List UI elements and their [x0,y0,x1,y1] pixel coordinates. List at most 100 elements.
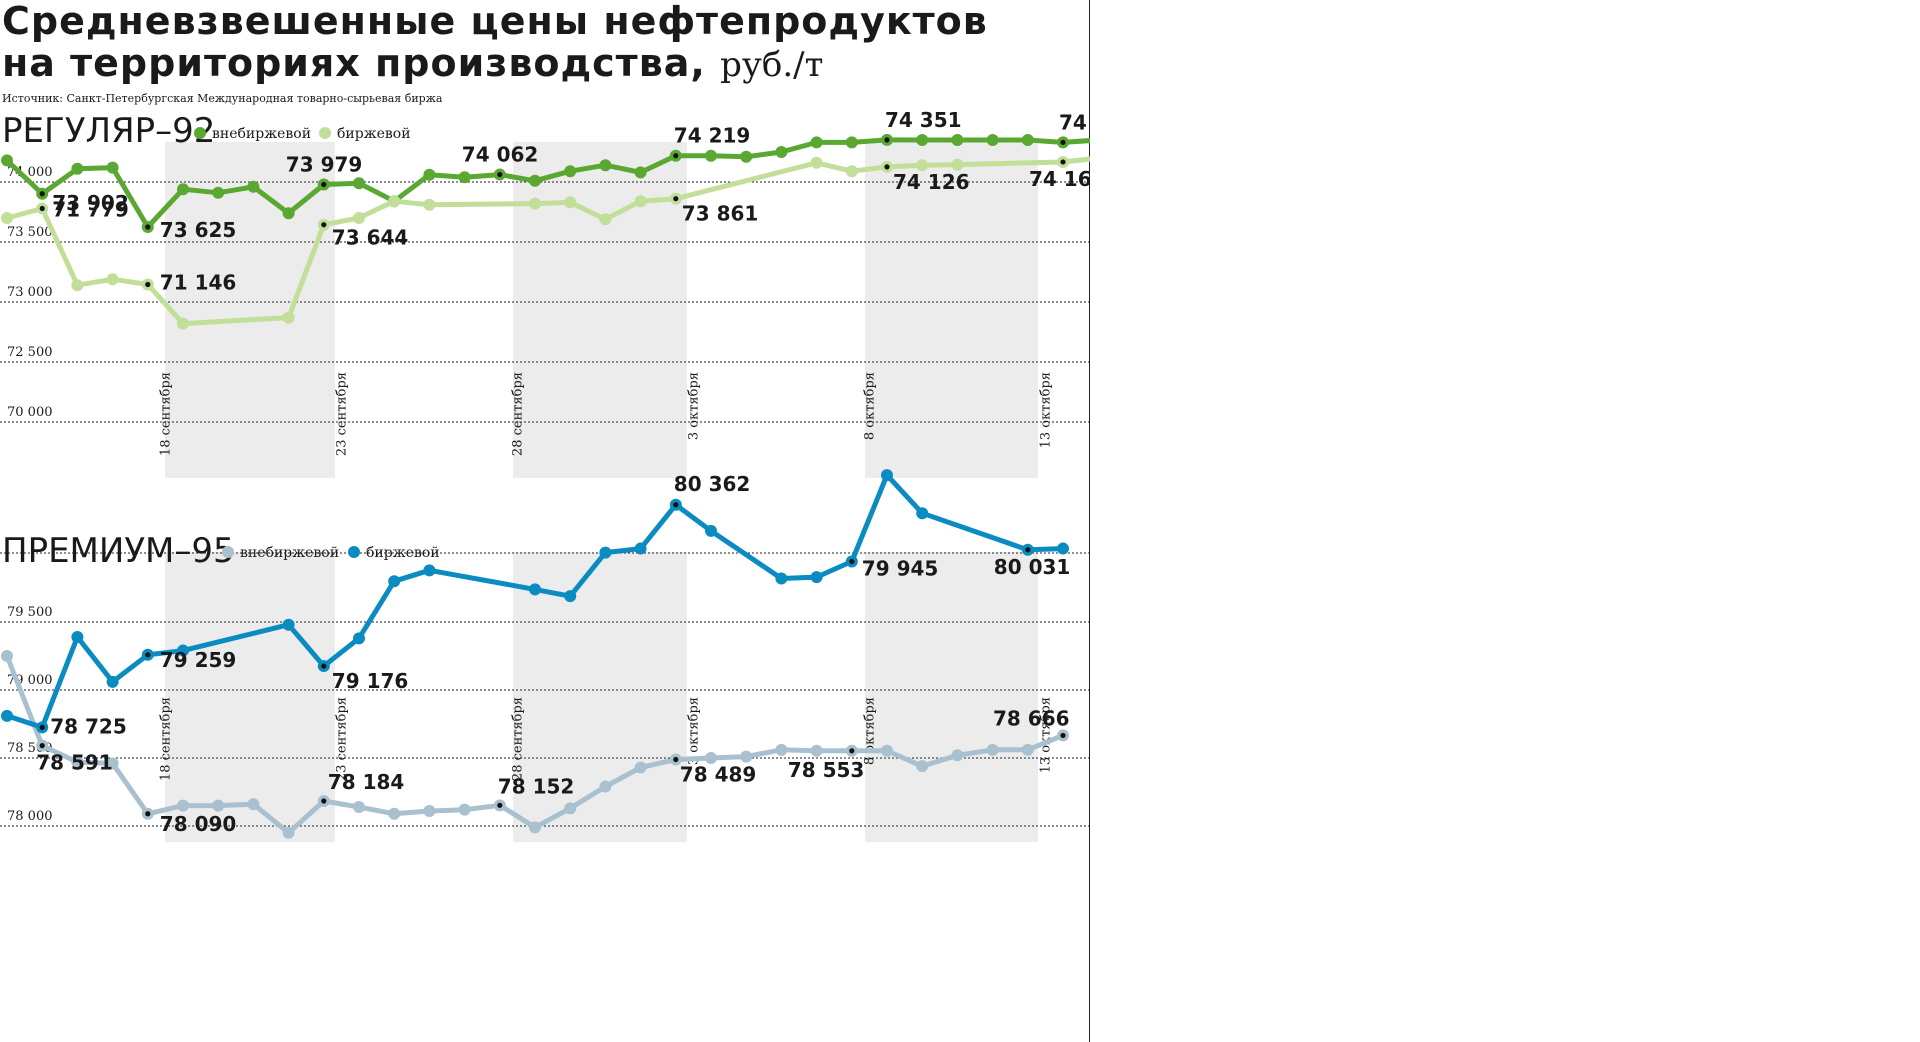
date-band-2 [513,142,687,478]
data-point [881,469,893,482]
data-point [106,675,119,688]
date-band-2 [513,552,687,842]
data-point [353,800,365,813]
chart-title: Средневзвешенные цены нефтепродуктов на … [2,0,988,86]
label-marker [321,181,327,188]
data-label: 80 362 [674,472,751,496]
y-tick-label: 78 000 [7,809,53,824]
data-point [1,212,13,224]
data-label: 71 146 [160,270,237,294]
data-point [388,195,401,208]
data-label: 79 945 [862,556,939,580]
legend-label: биржевой [337,126,411,142]
data-point [705,752,717,764]
data-point [106,757,119,770]
data-point [282,311,295,324]
legend-marker [348,546,360,558]
data-label: 80 031 [994,555,1071,579]
data-point [810,136,823,149]
data-point [986,743,999,756]
data-point [775,146,788,158]
label-marker [1060,139,1066,145]
data-point [564,590,577,603]
label-marker [497,802,503,808]
label-marker [673,756,679,763]
label-marker [849,748,855,754]
data-point [1057,542,1069,555]
data-point [775,572,788,585]
data-label: 78 184 [328,770,405,794]
data-point [423,168,436,181]
data-point [599,546,612,559]
data-point [71,162,84,175]
y-tick-label: 70 000 [7,405,53,420]
label-marker [884,137,890,143]
data-point [740,150,753,163]
label-marker [497,171,503,178]
data-point [1,650,13,662]
y-tick-label: 72 500 [7,345,53,360]
data-label: 74 167 [1029,167,1090,191]
data-point [810,571,823,584]
data-label: 73 902 [52,191,129,215]
label-marker [39,724,45,731]
label-marker [145,811,151,817]
x-tick-label: 8 октября [862,372,877,440]
data-label: 79 259 [160,648,237,672]
data-label: 74 062 [462,143,539,167]
data-label: 78 090 [160,812,237,836]
data-point [423,564,436,577]
label-marker [849,558,855,565]
data-point [634,195,647,208]
data-point [916,134,929,146]
label-marker [884,164,890,170]
data-point [916,507,929,520]
data-label: 74 126 [893,170,970,194]
label-marker [321,663,327,669]
data-point [423,198,436,211]
data-point [845,165,858,178]
data-point [599,213,612,226]
label-marker [673,153,679,159]
data-point [634,542,647,555]
label-marker [145,652,151,658]
y-tick-label: 73 000 [7,285,53,300]
data-point [282,826,295,839]
source-note: Источник: Санкт-Петербургская Международ… [2,92,443,105]
legend-marker [194,127,206,139]
x-tick-label: 18 сентября [158,372,173,456]
data-label: 73 625 [160,218,237,242]
label-marker [1060,159,1066,165]
x-tick-label: 28 сентября [510,372,525,456]
data-point [599,159,612,172]
right-border-rule [1089,0,1090,1042]
data-point [388,575,401,588]
legend-marker [222,546,234,558]
data-point [458,803,471,816]
data-point [529,197,541,210]
data-label: 73 861 [682,202,759,226]
data-point [388,807,401,820]
data-point [951,134,964,146]
data-point [529,821,541,834]
data-point [951,749,964,762]
data-point [634,166,647,179]
data-point [177,183,189,196]
data-point [247,798,260,811]
data-point [212,799,225,812]
data-point [177,799,189,812]
panel-title: ПРЕМИУМ–95 [2,531,235,571]
data-label: 73 979 [286,153,363,177]
data-point [1,154,13,167]
data-point [881,744,893,757]
label-marker [145,281,151,288]
y-tick-label: 79 500 [7,605,53,620]
label-marker [321,222,327,228]
panel-title: РЕГУЛЯР–92 [2,111,215,151]
data-point [353,212,365,224]
data-point [71,279,84,292]
x-tick-label: 18 сентября [158,697,173,781]
label-marker [39,743,45,749]
